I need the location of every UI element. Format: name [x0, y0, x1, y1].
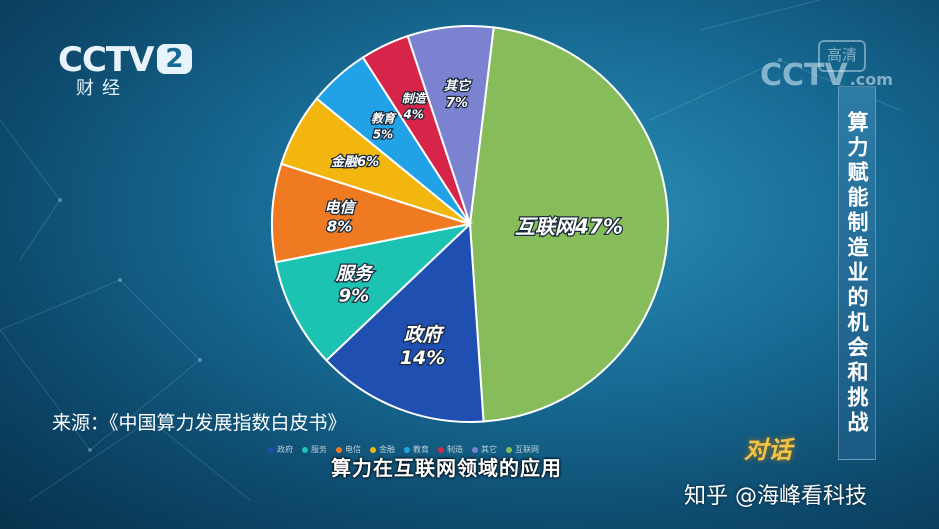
- watermark-suffix: .com: [849, 70, 893, 89]
- legend-item-7: 其它: [472, 444, 497, 455]
- legend-label: 金融: [379, 445, 395, 454]
- pie-slice-1: [468, 26, 669, 423]
- pie-label-8: 其它 7%: [444, 78, 472, 111]
- pie-label-6: 教育 5%: [371, 112, 397, 142]
- legend-label: 服务: [311, 445, 327, 454]
- side-title: 算力赋能制造业的机会和挑战: [838, 86, 876, 460]
- subtitle-caption: 算力在互联网领域的应用: [331, 456, 562, 480]
- legend-item-8: 互联网: [506, 444, 539, 455]
- legend-swatch: [506, 446, 512, 453]
- legend-item-4: 金融: [370, 444, 395, 455]
- legend-label: 电信: [345, 445, 361, 454]
- pie-slice-4: [271, 162, 471, 264]
- pie-label-3: 服务 9%: [335, 263, 375, 306]
- pie-slice-8: [406, 25, 495, 225]
- chart-legend: 政府 服务 电信 金融 教育 制造 其它 互联网: [268, 444, 539, 455]
- legend-item-2: 服务: [302, 444, 327, 455]
- legend-label: 其它: [481, 445, 497, 454]
- legend-swatch: [302, 446, 308, 453]
- legend-item-3: 电信: [336, 444, 361, 455]
- legend-swatch: [370, 446, 376, 453]
- pie-label-2: 政府 14%: [400, 324, 445, 369]
- watermark-text: CCTV: [760, 58, 848, 93]
- pie-label-1: 互联网47%: [515, 215, 623, 239]
- legend-item-5: 教育: [404, 444, 429, 455]
- legend-label: 互联网: [515, 445, 539, 454]
- legend-item-1: 政府: [268, 444, 293, 455]
- source-caption: 来源：《中国算力发展指数白皮书》: [52, 412, 347, 434]
- pie-slice-3: [274, 222, 474, 362]
- channel-logo: CCTV 2 财经: [58, 40, 192, 100]
- pie-slice-2: [325, 221, 485, 423]
- legend-label: 政府: [277, 445, 293, 454]
- watermark-logo: CCTV .com: [760, 58, 893, 93]
- legend-swatch: [336, 446, 342, 453]
- legend-swatch: [268, 446, 274, 453]
- legend-item-6: 制造: [438, 444, 463, 455]
- pie-label-5: 金融6%: [331, 154, 379, 170]
- pie-label-7: 制造 4%: [402, 91, 428, 121]
- pie-label-4: 电信 8%: [325, 198, 358, 235]
- logo-cctv-text: CCTV: [58, 40, 154, 80]
- legend-swatch: [404, 446, 410, 453]
- logo-channel-number: 2: [157, 44, 192, 74]
- hd-badge: 高清: [818, 40, 866, 72]
- program-emblem: 对话: [744, 436, 792, 464]
- logo-channel-name: 财经: [76, 78, 128, 99]
- legend-swatch: [438, 446, 444, 453]
- zhihu-brand-watermark: 知乎 @海峰看科技: [684, 484, 867, 509]
- legend-label: 教育: [413, 445, 429, 454]
- legend-swatch: [472, 446, 478, 453]
- legend-label: 制造: [447, 445, 463, 454]
